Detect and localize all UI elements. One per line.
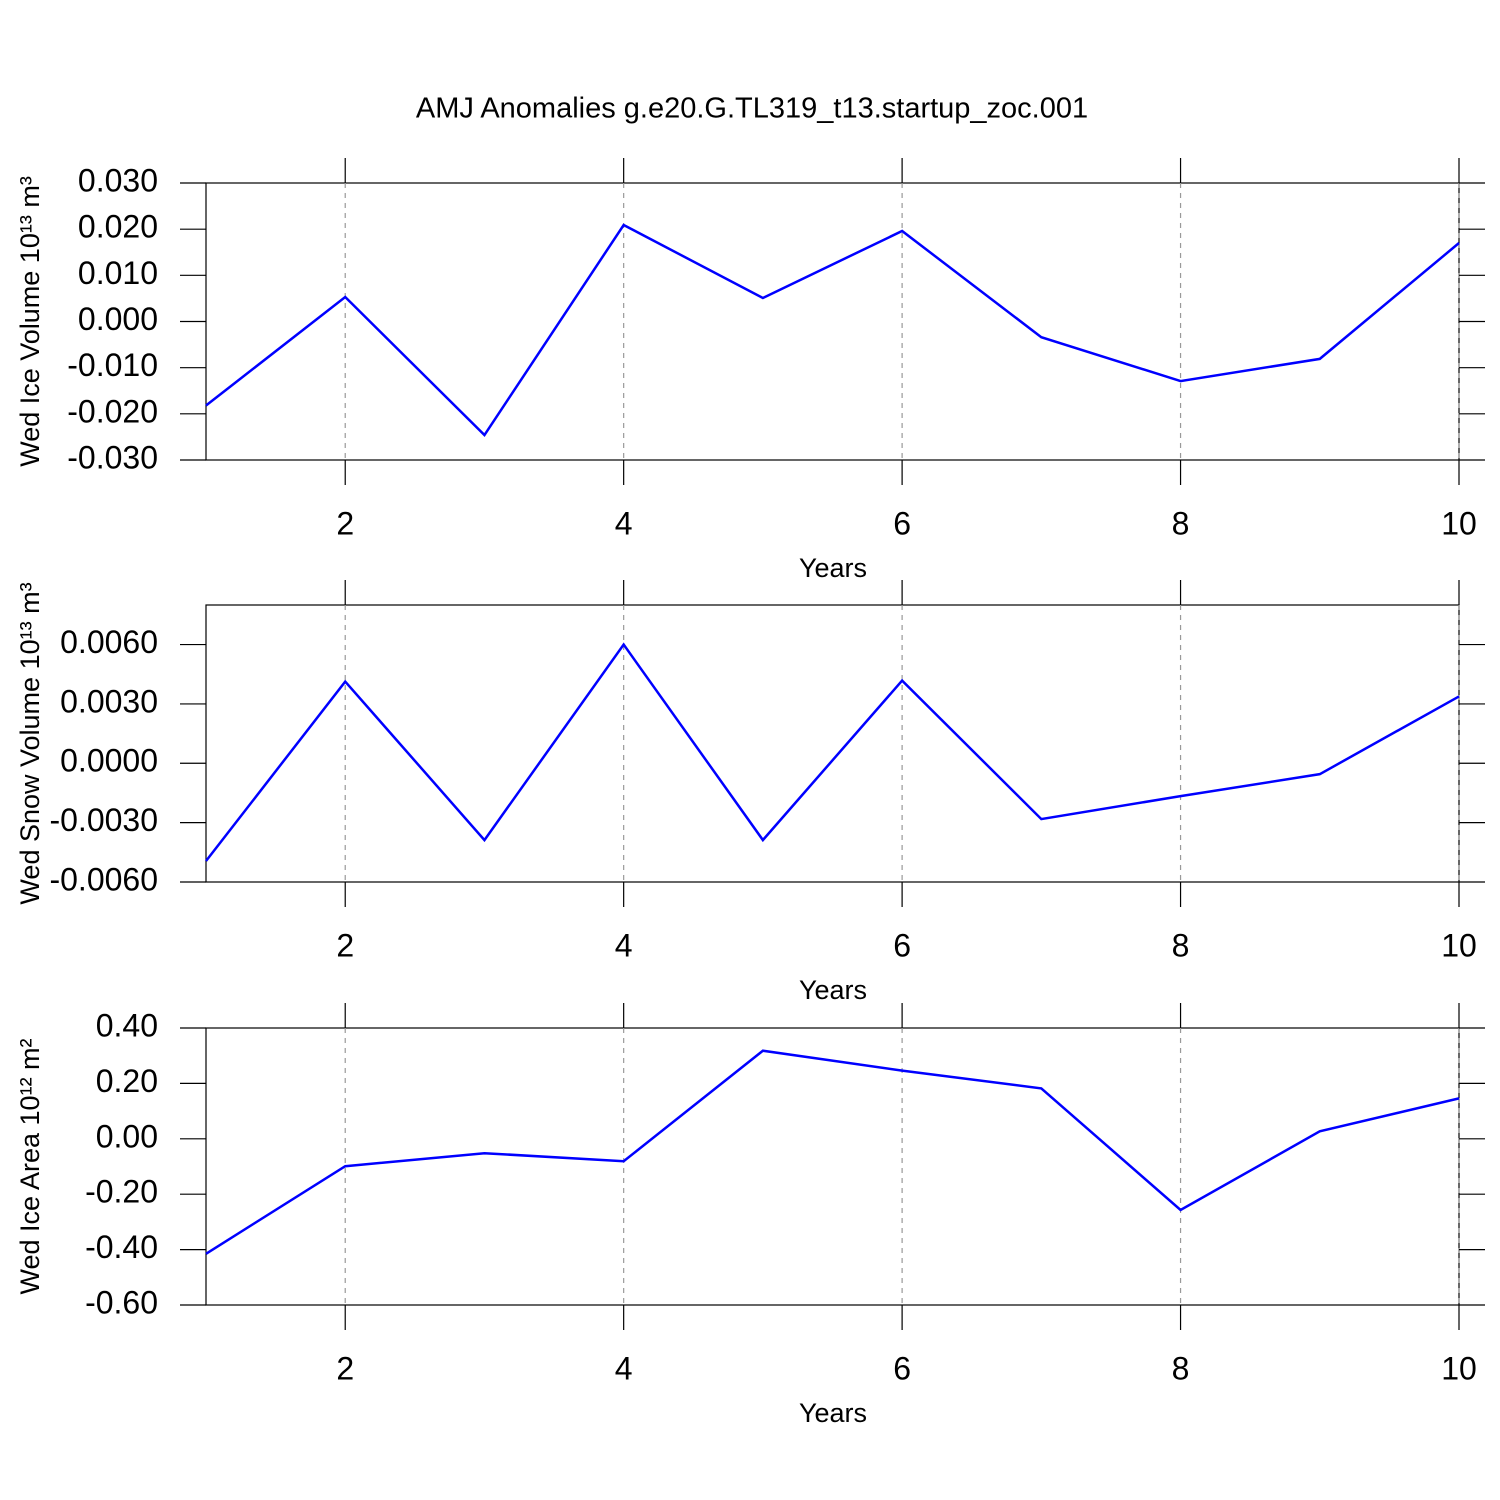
x-tick-label: 6 [893, 505, 911, 541]
y-tick-label: -0.20 [85, 1174, 158, 1210]
x-axis-label: Years [799, 975, 867, 1005]
x-tick-label: 8 [1172, 505, 1190, 541]
x-tick-label: 8 [1172, 927, 1190, 963]
y-tick-label: -0.0030 [49, 802, 158, 838]
chart-title: AMJ Anomalies g.e20.G.TL319_t13.startup_… [416, 93, 1088, 125]
y-tick-label: 0.030 [78, 162, 158, 198]
y-tick-label: -0.030 [67, 439, 158, 475]
y-tick-label: 0.020 [78, 209, 158, 245]
x-tick-label: 2 [336, 1350, 354, 1386]
y-tick-label: -0.60 [85, 1284, 158, 1320]
data-line [205, 642, 1460, 862]
y-tick-label: 0.010 [78, 255, 158, 291]
plot-frame [205, 1027, 1460, 1306]
y-tick-label: -0.40 [85, 1229, 158, 1265]
x-tick-label: 2 [336, 505, 354, 541]
y-tick-label: 0.0030 [60, 683, 158, 719]
data-line [205, 1049, 1460, 1255]
x-tick-label: 10 [1441, 927, 1477, 963]
x-tick-label: 6 [893, 927, 911, 963]
y-axis-label: Wed Ice Area 10¹² m² [15, 1038, 45, 1294]
y-axis-label: Wed Ice Volume 10¹³ m³ [15, 176, 45, 467]
y-tick-label: 0.0000 [60, 743, 158, 779]
y-axis-label: Wed Snow Volume 10¹³ m³ [15, 582, 45, 904]
y-tick-label: 0.0060 [60, 624, 158, 660]
y-tick-label: -0.010 [67, 347, 158, 383]
x-tick-label: 6 [893, 1350, 911, 1386]
x-tick-label: 10 [1441, 1350, 1477, 1386]
y-tick-label: 0.20 [96, 1063, 158, 1099]
x-tick-label: 2 [336, 927, 354, 963]
y-tick-label: -0.020 [67, 393, 158, 429]
y-tick-label: 0.00 [96, 1118, 158, 1154]
x-tick-label: 8 [1172, 1350, 1190, 1386]
x-axis-label: Years [799, 1398, 867, 1428]
y-tick-label: -0.0060 [49, 861, 158, 897]
plot-frame [205, 182, 1460, 461]
x-tick-label: 4 [615, 927, 633, 963]
x-axis-label: Years [799, 553, 867, 583]
x-tick-label: 4 [615, 505, 633, 541]
plot-frame [205, 604, 1460, 883]
x-tick-label: 10 [1441, 505, 1477, 541]
y-tick-label: 0.40 [96, 1007, 158, 1043]
y-tick-label: 0.000 [78, 301, 158, 337]
x-tick-label: 4 [615, 1350, 633, 1386]
data-line [205, 223, 1460, 438]
